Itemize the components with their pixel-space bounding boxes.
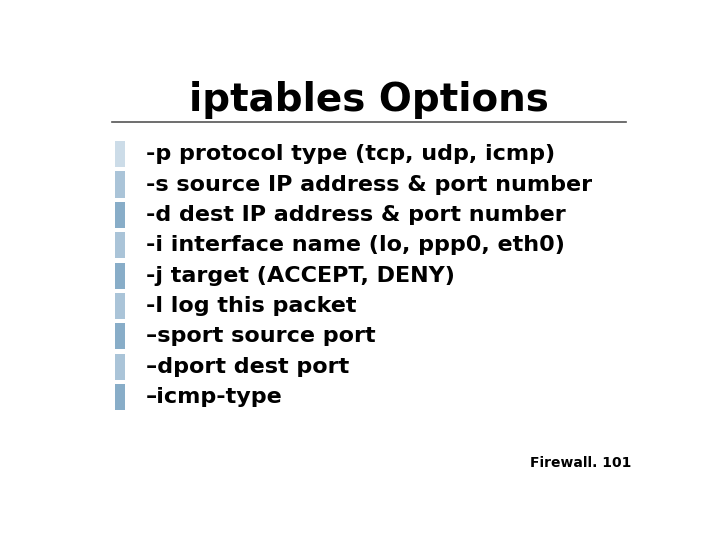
Bar bbox=[115, 202, 125, 228]
Text: -s source IP address & port number: -s source IP address & port number bbox=[145, 174, 592, 194]
Text: -d dest IP address & port number: -d dest IP address & port number bbox=[145, 205, 565, 225]
Bar bbox=[115, 354, 125, 380]
Bar bbox=[115, 323, 125, 349]
Text: -l log this packet: -l log this packet bbox=[145, 296, 356, 316]
Bar bbox=[115, 232, 125, 258]
Text: -j target (ACCEPT, DENY): -j target (ACCEPT, DENY) bbox=[145, 266, 454, 286]
Text: iptables Options: iptables Options bbox=[189, 81, 549, 119]
Bar bbox=[115, 262, 125, 289]
Text: –sport source port: –sport source port bbox=[145, 326, 375, 346]
Text: –dport dest port: –dport dest port bbox=[145, 357, 349, 377]
Bar bbox=[115, 384, 125, 410]
Text: -i interface name (lo, ppp0, eth0): -i interface name (lo, ppp0, eth0) bbox=[145, 235, 564, 255]
Bar bbox=[115, 172, 125, 198]
Text: –icmp-type: –icmp-type bbox=[145, 387, 282, 407]
Bar bbox=[115, 293, 125, 319]
Text: Firewall. 101: Firewall. 101 bbox=[530, 456, 631, 470]
Bar bbox=[115, 141, 125, 167]
Text: -p protocol type (tcp, udp, icmp): -p protocol type (tcp, udp, icmp) bbox=[145, 144, 555, 164]
